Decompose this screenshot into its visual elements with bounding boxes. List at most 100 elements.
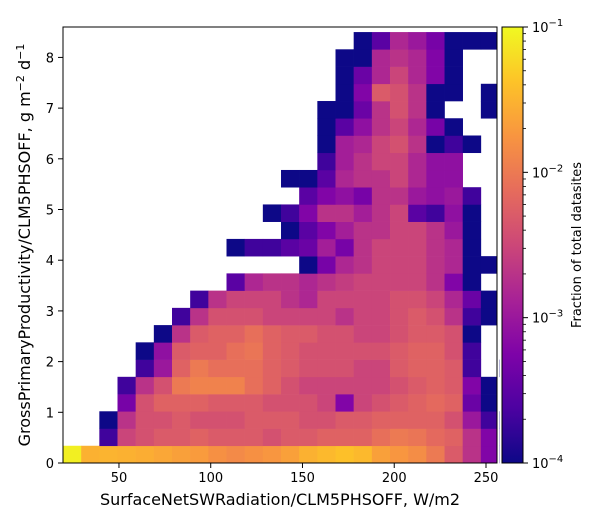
- heatmap-cell: [335, 359, 354, 378]
- heatmap-cell: [317, 325, 336, 343]
- heatmap-cell: [226, 307, 245, 326]
- heatmap-cell: [426, 290, 445, 309]
- heatmap-cell: [426, 445, 445, 464]
- heatmap-cell: [153, 325, 173, 343]
- heatmap-cell: [462, 221, 482, 240]
- heatmap-cell: [208, 428, 227, 447]
- heatmap-cell: [462, 290, 482, 309]
- heatmap-cell: [426, 256, 445, 274]
- heatmap-cell: [444, 428, 463, 447]
- heatmap-cell: [172, 325, 191, 343]
- heatmap-cell: [262, 411, 282, 429]
- heatmap-cell: [208, 342, 227, 360]
- heatmap-cell: [408, 152, 427, 171]
- colorbar-tick-label: 10−1: [532, 18, 563, 36]
- heatmap-cell: [444, 307, 463, 326]
- heatmap-cell: [172, 428, 191, 447]
- heatmap-cell: [190, 428, 209, 447]
- colorbar-tick-label: 10−2: [532, 163, 563, 181]
- colorbar-ticks: 10−4 10−3 10−2 10−1: [523, 18, 563, 472]
- heatmap-cell: [408, 66, 427, 85]
- heatmap-cell: [353, 359, 373, 378]
- y-axis-label-exponent-2: −1: [14, 44, 27, 60]
- heatmap-cell: [208, 290, 227, 309]
- heatmap-cell: [462, 187, 482, 205]
- heatmap-cell: [317, 307, 336, 326]
- heatmap-cell: [335, 307, 354, 326]
- heatmap-cell: [281, 169, 300, 188]
- heatmap-cell: [262, 342, 282, 360]
- heatmap-cell: [190, 411, 209, 429]
- heatmap-cell: [226, 238, 245, 257]
- heatmap-cell: [462, 325, 482, 343]
- heatmap-cell: [353, 394, 373, 412]
- heatmap-cell: [153, 376, 173, 395]
- heatmap-cell: [426, 204, 445, 222]
- x-tick-label: 50: [111, 471, 128, 486]
- heatmap-cell: [444, 273, 463, 291]
- heatmap-cell: [444, 359, 463, 378]
- x-tick-label: 100: [198, 471, 223, 486]
- heatmap-cell: [153, 411, 173, 429]
- heatmap-cell: [299, 376, 318, 395]
- heatmap-cell: [426, 152, 445, 171]
- heatmap-cell: [226, 445, 245, 464]
- heatmap-cell: [281, 325, 300, 343]
- heatmap-cell: [408, 135, 427, 154]
- heatmap-cell: [317, 238, 336, 257]
- heatmap-cell: [462, 238, 482, 257]
- heatmap-cell: [317, 118, 336, 136]
- heatmap-cell: [353, 411, 373, 429]
- heatmap-cell: [317, 428, 336, 447]
- heatmap-cell: [281, 221, 300, 240]
- heatmap-cell: [208, 359, 227, 378]
- heatmap-cell: [299, 204, 318, 222]
- heatmap-cell: [190, 376, 209, 395]
- y-axis-label: GrossPrimaryProductivity/CLM5PHSOFF, g m…: [14, 44, 34, 447]
- heatmap-cell: [408, 325, 427, 343]
- heatmap-cell: [353, 32, 373, 50]
- heatmap-cell: [172, 342, 191, 360]
- heatmap-cell: [335, 118, 354, 136]
- heatmap-cell: [426, 411, 445, 429]
- heatmap-cell: [244, 290, 264, 309]
- heatmap-cell: [390, 66, 409, 85]
- heatmap-cell: [390, 445, 409, 464]
- heatmap-cell: [335, 394, 354, 412]
- y-tick-label: 6: [46, 153, 54, 168]
- heatmap-cell: [371, 32, 391, 50]
- heatmap-cell: [317, 273, 336, 291]
- heatmap-cell: [408, 307, 427, 326]
- heatmap-cell: [244, 445, 264, 464]
- heatmap-cell: [408, 290, 427, 309]
- heatmap-cell: [408, 411, 427, 429]
- heatmap-cell: [444, 169, 463, 188]
- colorbar-label: Fraction of total datasites: [570, 162, 585, 328]
- heatmap-cell: [299, 325, 318, 343]
- heatmap-cell: [426, 83, 445, 102]
- heatmap-cell: [371, 307, 391, 326]
- heatmap-cell: [444, 238, 463, 257]
- heatmap-cell: [317, 221, 336, 240]
- heatmap-cell: [317, 376, 336, 395]
- heatmap-cell: [335, 152, 354, 171]
- heatmap-cell: [226, 359, 245, 378]
- heatmap-cell: [208, 411, 227, 429]
- heatmap-cell: [426, 118, 445, 136]
- heatmap-cell: [390, 135, 409, 154]
- heatmap-cell: [371, 135, 391, 154]
- heatmap-cell: [317, 359, 336, 378]
- heatmap-cell: [426, 359, 445, 378]
- heatmap-cell: [390, 152, 409, 171]
- heatmap-cell: [371, 221, 391, 240]
- y-tick-label: 3: [46, 305, 54, 320]
- colorbar-gradient: [502, 27, 523, 463]
- heatmap-cell: [135, 376, 155, 395]
- heatmap-cell: [353, 290, 373, 309]
- heatmap-cell: [390, 376, 409, 395]
- heatmap-cell: [390, 325, 409, 343]
- heatmap-cell: [371, 169, 391, 188]
- heatmap-cell: [390, 273, 409, 291]
- heatmap-cell: [390, 169, 409, 188]
- heatmap-cell: [426, 394, 445, 412]
